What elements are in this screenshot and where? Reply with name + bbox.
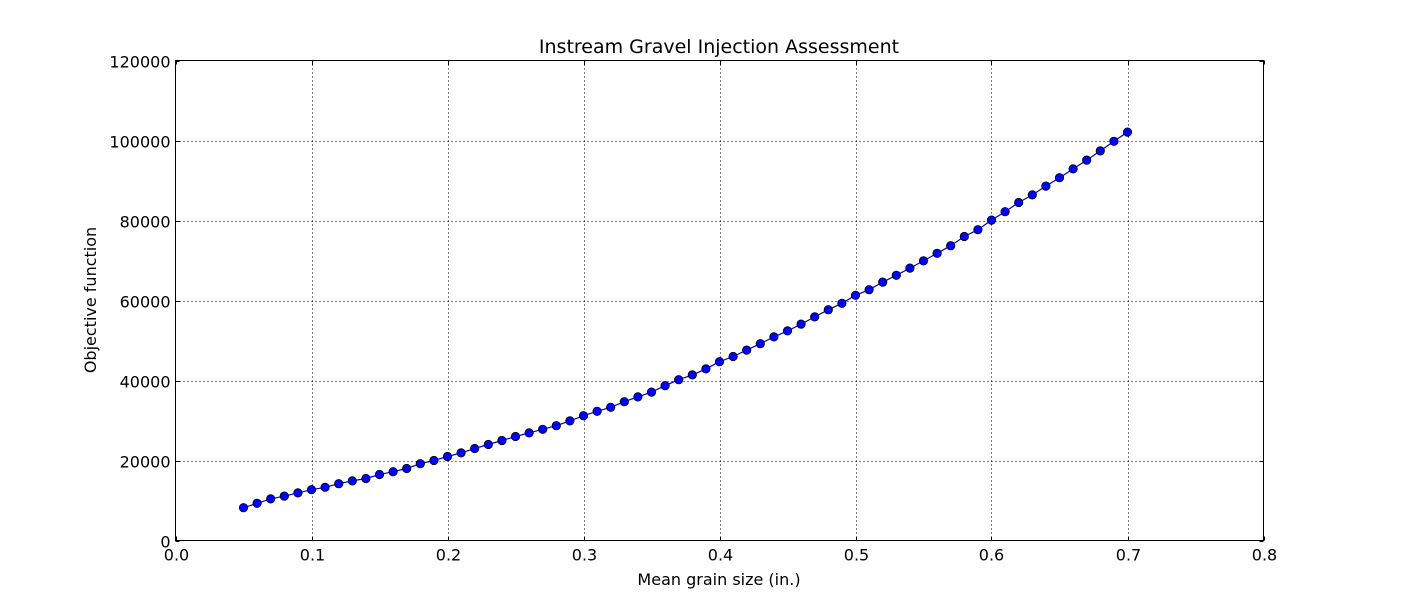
data-point: [1041, 181, 1051, 191]
x-tick-label: 0.5: [844, 546, 869, 565]
data-point: [470, 443, 480, 454]
data-point: [755, 339, 765, 349]
chart-title: Instream Gravel Injection Assessment: [539, 36, 899, 58]
y-tick-label: 100000: [109, 133, 170, 152]
tick-marks: [175, 60, 1265, 542]
data-point: [782, 326, 793, 336]
data-point: [306, 485, 317, 495]
data-point: [402, 463, 412, 474]
data-point: [932, 248, 942, 258]
data-point: [769, 332, 779, 342]
data-point: [1095, 146, 1105, 156]
data-point: [973, 225, 983, 235]
data-point: [347, 476, 357, 486]
plot-frame: [175, 60, 1264, 541]
x-tick-label: 0.4: [708, 546, 733, 565]
data-point: [1109, 136, 1119, 146]
data-point: [1122, 127, 1133, 137]
y-tick-label: 20000: [120, 453, 171, 472]
x-axis-label: Mean grain size (in.): [637, 570, 800, 589]
x-tick-label: 0.8: [1252, 546, 1277, 565]
data-point: [1082, 155, 1092, 165]
data-point: [946, 241, 956, 251]
x-tick-label: 0.7: [1116, 546, 1141, 565]
data-point: [850, 290, 861, 300]
series: [238, 127, 1133, 513]
data-point: [388, 467, 398, 477]
tick-labels: 0.0 0.1 0.2 0.3 0.4 0.5 0.6 0.7 0.8 0 20000 40000 60…: [109, 53, 1277, 565]
data-point: [714, 357, 725, 367]
data-point: [1027, 190, 1037, 200]
data-point: [674, 375, 684, 385]
data-point: [538, 424, 548, 434]
data-point: [810, 312, 820, 322]
data-point: [266, 494, 276, 504]
data-point: [633, 392, 643, 402]
data-point: [878, 277, 888, 287]
data-point: [497, 435, 507, 446]
data-point: [483, 439, 493, 450]
data-point: [565, 416, 575, 426]
data-point: [660, 381, 670, 391]
data-point: [238, 503, 249, 513]
data-point: [551, 421, 561, 431]
series-line: [243, 131, 1128, 509]
data-point: [796, 319, 806, 329]
data-point: [687, 370, 697, 380]
data-point: [592, 406, 602, 416]
y-tick-label: 0: [160, 533, 170, 552]
data-point: [891, 270, 901, 280]
x-tick-label: 0.0: [164, 546, 189, 565]
data-point: [279, 491, 289, 501]
data-point: [334, 479, 344, 489]
data-point: [361, 473, 371, 484]
data-point: [415, 459, 425, 469]
data-point: [1054, 173, 1065, 183]
data-point: [742, 345, 752, 355]
data-point: [646, 387, 657, 397]
data-point: [456, 448, 466, 458]
grid: [175, 60, 1264, 541]
data-point: [510, 431, 521, 442]
x-tick-label: 0.3: [572, 546, 597, 565]
data-point: [918, 256, 929, 266]
y-tick-label: 60000: [120, 293, 171, 312]
data-point: [578, 411, 589, 421]
y-tick-label: 40000: [120, 373, 171, 392]
data-point: [1068, 164, 1078, 174]
data-point: [823, 305, 833, 315]
data-point: [320, 482, 330, 492]
data-point: [524, 428, 534, 438]
data-point: [252, 498, 262, 508]
data-point: [619, 397, 629, 407]
data-point: [701, 364, 711, 374]
data-point: [429, 455, 439, 466]
data-point: [986, 215, 997, 225]
data-point: [837, 298, 847, 308]
data-point: [1014, 197, 1024, 208]
y-tick-label: 80000: [120, 213, 171, 232]
x-tick-label: 0.2: [436, 546, 461, 565]
data-point: [293, 488, 303, 498]
data-point: [959, 231, 969, 242]
data-point: [1000, 207, 1010, 217]
data-point: [374, 469, 385, 480]
y-tick-label: 120000: [109, 53, 170, 72]
y-axis-label: Objective function: [81, 227, 100, 373]
data-point: [905, 263, 915, 273]
data-point: [442, 451, 453, 462]
x-tick-label: 0.1: [300, 546, 325, 565]
data-point: [728, 351, 738, 362]
data-point: [606, 402, 616, 412]
data-point: [864, 285, 874, 295]
x-tick-label: 0.6: [979, 546, 1004, 565]
